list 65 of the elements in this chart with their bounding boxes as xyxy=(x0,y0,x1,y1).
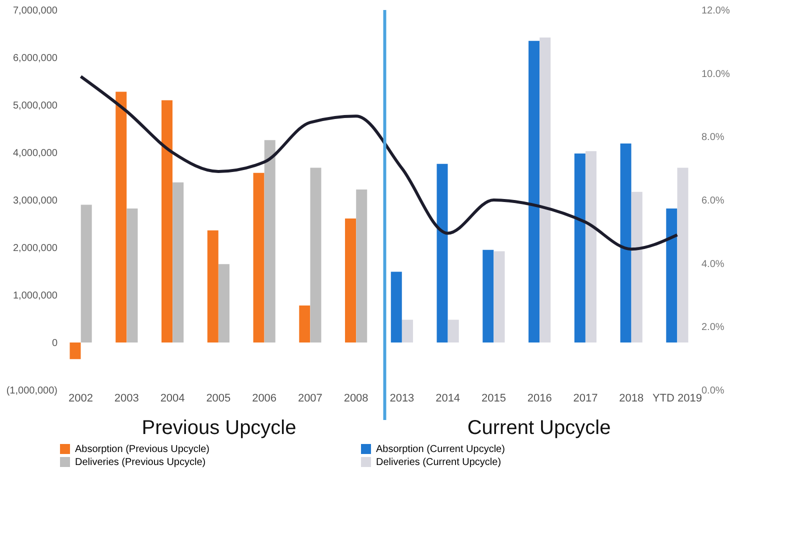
text: Current Upcycle xyxy=(467,417,611,439)
bar xyxy=(218,264,230,342)
x-tick-label: YTD 2019 xyxy=(652,392,702,404)
y2-tick-label: 2.0% xyxy=(702,322,724,334)
bar xyxy=(126,208,138,342)
bar xyxy=(345,218,356,342)
x-tick-label: 2015 xyxy=(481,392,506,404)
legend-label: Absorption (Previous Upcycle) xyxy=(75,444,210,455)
bar xyxy=(70,342,81,360)
y2-tick-label: 8.0% xyxy=(702,132,724,144)
bar xyxy=(620,143,632,342)
y2-tick-label: 6.0% xyxy=(702,196,724,206)
y-tick-label: 3,000,000 xyxy=(13,196,58,206)
bar xyxy=(207,230,218,342)
text: Previous Upcycle xyxy=(142,417,296,439)
bar xyxy=(253,172,264,342)
x-tick-label: 2002 xyxy=(68,392,94,404)
bar xyxy=(390,272,402,342)
bar xyxy=(677,168,688,342)
bar xyxy=(80,204,92,342)
y-tick-label: 0 xyxy=(52,338,58,349)
x-tick-label: 2016 xyxy=(527,392,552,404)
bar xyxy=(162,100,172,342)
y2-tick-label: 10.0% xyxy=(702,68,730,80)
y-tick-label: 6,000,000 xyxy=(13,53,58,64)
bar xyxy=(436,164,448,342)
bar xyxy=(586,151,596,342)
y-tick-label: (1,000,000) xyxy=(6,386,58,396)
y2-tick-label: 0.0% xyxy=(702,386,724,396)
y-tick-label: 5,000,000 xyxy=(13,100,58,112)
bar xyxy=(631,192,642,342)
bar xyxy=(402,320,413,342)
bar xyxy=(494,251,505,342)
bar xyxy=(356,190,368,342)
bar xyxy=(172,182,184,342)
bar xyxy=(310,168,322,342)
bar xyxy=(264,140,276,342)
y2-tick-label: 12.0% xyxy=(702,6,730,16)
x-tick-label: 2018 xyxy=(619,392,644,404)
bar xyxy=(116,92,127,342)
bar xyxy=(299,305,310,342)
x-tick-label: 2007 xyxy=(298,392,322,404)
bar xyxy=(574,153,586,342)
y-tick-label: 7,000,000 xyxy=(13,6,58,16)
line-series xyxy=(79,75,679,251)
x-tick-label: 2008 xyxy=(344,392,368,404)
y-tick-label: 1,000,000 xyxy=(13,290,58,302)
x-tick-label: 2005 xyxy=(206,392,231,404)
x-tick-label: 2014 xyxy=(436,392,460,404)
bar xyxy=(528,40,540,342)
bar xyxy=(482,250,494,342)
y-tick-label: 4,000,000 xyxy=(13,148,58,159)
bar xyxy=(666,208,678,342)
bar xyxy=(540,38,551,342)
legend-label: Deliveries (Current Upcycle) xyxy=(376,457,502,468)
x-tick-label: 2003 xyxy=(114,392,139,404)
legend-label: Absorption (Current Upcycle) xyxy=(376,444,505,455)
x-tick-label: 2006 xyxy=(252,392,277,404)
x-tick-label: 2017 xyxy=(573,392,598,404)
x-tick-label: 2013 xyxy=(390,392,414,404)
y2-tick-label: 4.0% xyxy=(702,258,724,270)
y-tick-label: 2,000,000 xyxy=(13,243,58,254)
legend-label: Deliveries (Previous Upcycle) xyxy=(75,457,206,468)
x-tick-label: 2004 xyxy=(160,392,185,404)
bar xyxy=(448,320,459,342)
